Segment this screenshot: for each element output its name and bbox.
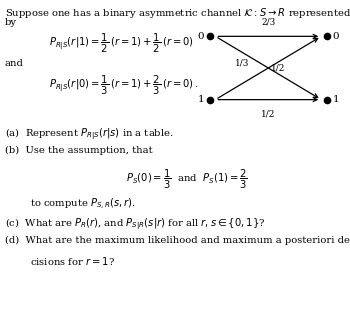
Text: by: by [5,18,17,27]
Text: (d)  What are the maximum likelihood and maximum a posteriori de-: (d) What are the maximum likelihood and … [5,235,350,245]
Text: $P_{R|S}(r|0) = \dfrac{1}{3}\,(r=1) + \dfrac{2}{3}\,(r=0)\,.$: $P_{R|S}(r|0) = \dfrac{1}{3}\,(r=1) + \d… [49,74,198,97]
Text: 1: 1 [332,95,339,104]
Text: 0: 0 [197,32,204,41]
Text: $P_S(0) = \dfrac{1}{3}$  and  $P_S(1) = \dfrac{2}{3}$: $P_S(0) = \dfrac{1}{3}$ and $P_S(1) = \d… [126,167,248,191]
Text: Suppose one has a binary asymmetric channel $\mathcal{K} : S \rightarrow R$ repr: Suppose one has a binary asymmetric chan… [5,6,350,20]
Text: 2/3: 2/3 [261,17,275,26]
Text: cisions for $r = 1$?: cisions for $r = 1$? [30,255,115,267]
Text: 1/2: 1/2 [261,110,275,119]
Text: to compute $P_{S,R}(s,r)$.: to compute $P_{S,R}(s,r)$. [30,197,136,212]
Text: (a)  Represent $P_{R|S}(r|s)$ in a table.: (a) Represent $P_{R|S}(r|s)$ in a table. [5,127,174,142]
Text: (c)  What are $P_R(r)$, and $P_{S|R}(s|r)$ for all $r, s \in \{0,1\}$?: (c) What are $P_R(r)$, and $P_{S|R}(s|r)… [5,216,265,232]
Text: $P_{R|S}(r|1) = \dfrac{1}{2}\,(r=1) + \dfrac{1}{2}\,(r=0)$: $P_{R|S}(r|1) = \dfrac{1}{2}\,(r=1) + \d… [49,32,194,55]
Text: 1/3: 1/3 [234,58,249,68]
Text: and: and [5,59,24,68]
Text: 1: 1 [197,95,204,104]
Text: (b)  Use the assumption, that: (b) Use the assumption, that [5,146,153,155]
Text: 1/2: 1/2 [271,63,286,73]
Text: 0: 0 [332,32,339,41]
